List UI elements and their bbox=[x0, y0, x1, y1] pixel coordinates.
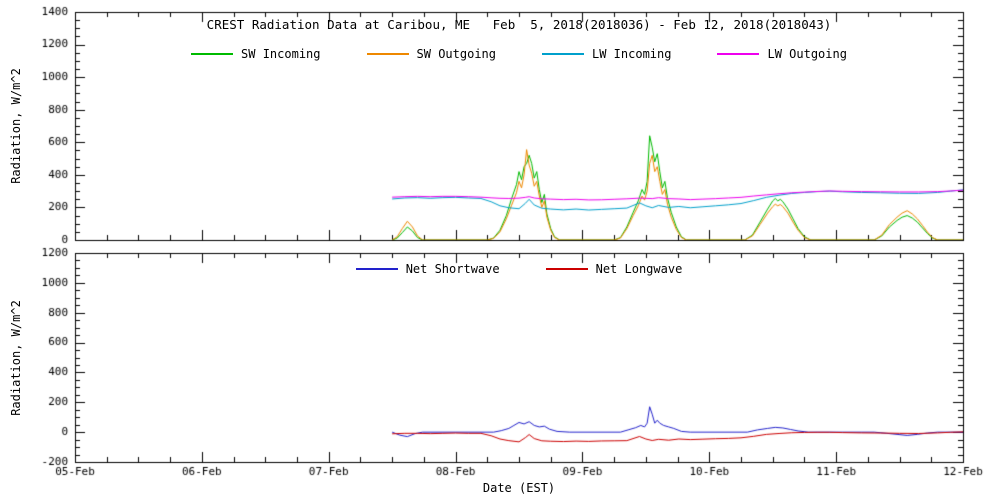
sw-outgoing-legend-line-icon bbox=[366, 53, 409, 55]
chart-title: CREST Radiation Data at Caribou, ME Feb … bbox=[206, 17, 832, 32]
y-axis-label-bottom: Radiation, W/m^2 bbox=[9, 300, 23, 416]
legend-item-lw-outgoing: LW Outgoing bbox=[717, 47, 847, 61]
x-axis-label: Date (EST) bbox=[482, 481, 556, 495]
legend-label-net-shortwave: Net Shortwave bbox=[405, 262, 500, 276]
lw-incoming-legend-line-icon bbox=[542, 53, 584, 55]
y-axis-label-top: Radiation, W/m^2 bbox=[9, 68, 23, 184]
legend-label-sw-incoming: SW Incoming bbox=[241, 47, 321, 61]
legend-label-lw-incoming: LW Incoming bbox=[592, 47, 672, 61]
legend-item-sw-incoming: SW Incoming bbox=[191, 47, 321, 61]
lw-outgoing-legend-line-icon bbox=[717, 53, 760, 55]
legend-item-sw-outgoing: SW Outgoing bbox=[366, 47, 496, 61]
top-legend: SW Incoming SW Outgoing LW Incoming LW O… bbox=[75, 47, 963, 61]
net-shortwave-legend-line-icon bbox=[355, 268, 398, 270]
bottom-legend: Net Shortwave Net Longwave bbox=[75, 262, 963, 276]
legend-label-lw-outgoing: LW Outgoing bbox=[767, 47, 847, 61]
legend-label-net-longwave: Net Longwave bbox=[595, 262, 683, 276]
legend-item-lw-incoming: LW Incoming bbox=[542, 47, 671, 61]
sw-incoming-legend-line-icon bbox=[191, 53, 234, 55]
net-longwave-legend-line-icon bbox=[545, 268, 588, 270]
legend-label-sw-outgoing: SW Outgoing bbox=[416, 47, 496, 61]
legend-item-net-longwave: Net Longwave bbox=[545, 262, 683, 276]
legend-item-net-shortwave: Net Shortwave bbox=[355, 262, 500, 276]
